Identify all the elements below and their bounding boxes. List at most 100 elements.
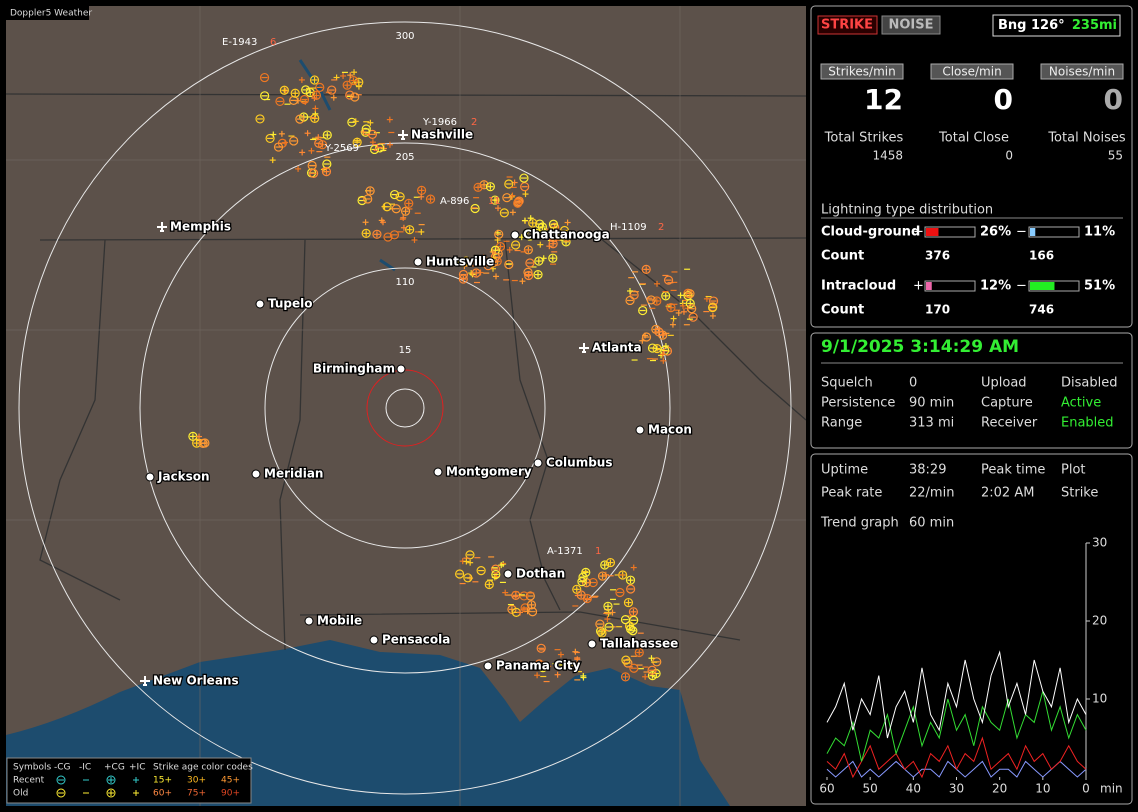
strike-symbol xyxy=(301,85,311,95)
strike-symbol xyxy=(345,90,355,100)
type-label: Intracloud xyxy=(821,279,896,294)
mode-button[interactable] xyxy=(881,15,941,35)
city-label: Chattanooga xyxy=(523,228,610,242)
distance: 235mi xyxy=(1072,18,1117,33)
legend-heading: Strike age color codes xyxy=(153,763,253,773)
rate-value: 12 xyxy=(864,83,903,116)
strike-symbol xyxy=(310,113,320,123)
strike-symbol xyxy=(476,255,486,265)
total-value: 1458 xyxy=(872,149,903,163)
strike-symbol xyxy=(490,195,500,205)
storm-cell-id: H-1109 xyxy=(610,222,647,233)
strike-symbol xyxy=(526,600,537,610)
sign: − xyxy=(1016,225,1027,240)
strike-symbol xyxy=(491,569,501,580)
city-dot xyxy=(145,472,155,482)
strike-symbol xyxy=(572,584,582,594)
range-ring-label: 15 xyxy=(399,345,412,356)
type-label: Cloud-ground xyxy=(821,225,920,240)
total-label: Total Strikes xyxy=(824,131,904,146)
city-label: Macon xyxy=(648,423,692,437)
city-label: Birmingham xyxy=(313,362,395,376)
storm-cell-id: E-1943 xyxy=(222,37,257,48)
strike-symbol xyxy=(638,305,648,316)
total-value: 55 xyxy=(1108,149,1123,163)
strike-symbol xyxy=(576,590,586,600)
pct-bar xyxy=(1030,228,1036,236)
rate-label: Strikes/min xyxy=(828,65,895,79)
city-dot xyxy=(510,230,520,240)
x-tick-label: 10 xyxy=(1035,782,1050,796)
strike-symbol xyxy=(626,584,636,594)
mode-button[interactable] xyxy=(817,15,878,35)
city-dot xyxy=(433,467,443,477)
strike-symbol xyxy=(491,564,501,574)
city-dot xyxy=(413,257,423,267)
city-label: New Orleans xyxy=(153,674,239,688)
map: 300 205 110 15 E-1943 6 Y-1966 2 Y-2569 2 A-896 11 H… xyxy=(6,6,806,806)
rate-button[interactable] xyxy=(930,63,1014,80)
strike-symbol xyxy=(513,198,523,208)
stat: Trend graph xyxy=(820,516,899,531)
datetime: 9/1/2025 3:14:29 AM xyxy=(821,337,1019,357)
airport-icon xyxy=(398,130,408,140)
strike-symbol xyxy=(309,168,319,178)
x-unit: min xyxy=(1100,782,1123,796)
city-dot xyxy=(304,616,314,626)
legend-symbol xyxy=(106,788,116,798)
city-label: Mobile xyxy=(317,614,362,628)
x-tick-label: 20 xyxy=(992,782,1007,796)
x-tick-label: 60 xyxy=(819,782,834,796)
strike-symbol xyxy=(621,655,631,665)
city-dot xyxy=(533,458,543,468)
distribution-title: Lightning type distribution xyxy=(821,203,993,218)
strike-symbol xyxy=(484,579,494,590)
y-tick-label: 30 xyxy=(1092,536,1107,550)
strike-symbol xyxy=(615,587,625,598)
stat: Strike xyxy=(1061,486,1098,501)
strike-symbol xyxy=(494,229,504,239)
strike-symbol xyxy=(646,295,656,305)
stat: 60 min xyxy=(909,516,954,531)
count: 746 xyxy=(1029,303,1054,317)
legend-row-label: Old xyxy=(13,789,28,799)
strike-symbol xyxy=(499,208,509,218)
strike-symbol xyxy=(595,619,605,629)
range-ring-label: 205 xyxy=(395,152,414,163)
strike-symbol xyxy=(290,88,300,98)
sign: + xyxy=(913,225,924,240)
strike-symbol xyxy=(605,557,616,568)
city-dot xyxy=(255,299,265,309)
strike-symbol xyxy=(626,624,636,634)
strike-symbol xyxy=(504,259,514,270)
strike-symbol xyxy=(259,72,270,83)
rate-label: Close/min xyxy=(942,65,1001,79)
strike-symbol xyxy=(603,601,613,611)
pct-label: 51% xyxy=(1084,279,1115,294)
strike-symbol xyxy=(604,622,614,632)
city-dot xyxy=(251,469,261,479)
airport-icon xyxy=(157,222,167,232)
strike-symbol xyxy=(708,296,719,306)
setting-label: Persistence xyxy=(821,396,895,411)
strike-symbol xyxy=(620,672,631,682)
sign: + xyxy=(913,279,924,294)
strike-symbol xyxy=(458,274,468,284)
strike-symbol xyxy=(463,573,473,583)
count-label: Count xyxy=(821,249,864,264)
pct-label: 11% xyxy=(1084,225,1115,240)
rate-button[interactable] xyxy=(1040,63,1124,80)
setting-value: 90 min xyxy=(909,396,954,411)
setting-value: Active xyxy=(1061,396,1101,411)
mode-label: STRIKE xyxy=(821,18,873,33)
strike-symbol xyxy=(557,231,567,241)
strike-symbol xyxy=(255,114,265,124)
pct-bar-bg xyxy=(1028,226,1080,238)
airport-icon xyxy=(579,343,589,353)
app-title: Doppler5 Weather xyxy=(10,9,92,19)
city-label: Meridian xyxy=(264,467,323,481)
rate-button[interactable] xyxy=(820,63,904,80)
count-label: Count xyxy=(821,303,864,318)
strike-symbol xyxy=(504,179,514,189)
setting-label: Receiver xyxy=(981,416,1038,431)
